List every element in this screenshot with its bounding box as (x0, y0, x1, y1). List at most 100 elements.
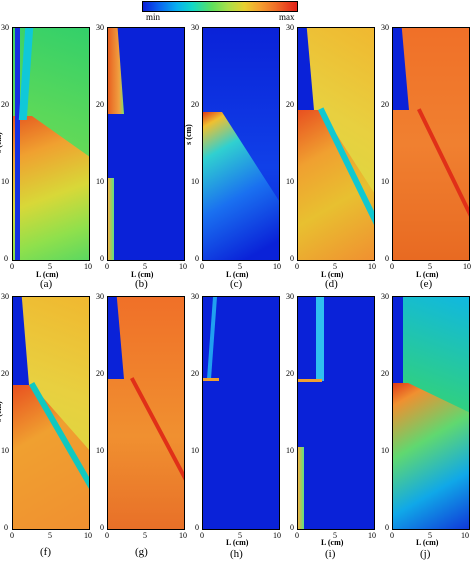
xtick-g-0: 0 (105, 531, 109, 540)
ytick-f-10: 10 (1, 446, 9, 455)
ytick-g-0: 0 (100, 523, 104, 532)
caption-g: (g) (135, 546, 148, 558)
xtick-j-0: 0 (390, 531, 394, 540)
xlabel-c: L (cm) (226, 270, 249, 279)
ytick-i-10: 10 (286, 446, 294, 455)
panel-j (392, 296, 470, 530)
xtick-i-5: 5 (333, 531, 337, 540)
ytick-i-30: 30 (286, 292, 294, 301)
xtick-b-0: 0 (105, 262, 109, 271)
ytick-a-0: 0 (4, 254, 8, 263)
xtick-f-0: 0 (10, 531, 14, 540)
ytick-h-30: 30 (191, 292, 199, 301)
ytick-a-10: 10 (1, 177, 9, 186)
panel-c (202, 27, 280, 261)
caption-c: (c) (230, 278, 243, 290)
panel-d (297, 27, 375, 261)
ytick-c-10: 10 (191, 177, 199, 186)
xlabel-j: L (cm) (416, 538, 439, 547)
ytick-c-0: 0 (195, 254, 199, 263)
xtick-a-0: 0 (10, 262, 14, 271)
xlabel-i: L (cm) (321, 538, 344, 547)
ytick-e-0: 0 (385, 254, 389, 263)
colorbar-min-label: min (146, 12, 161, 22)
panel-a (12, 27, 90, 261)
panel-i (297, 296, 375, 530)
panel-b (107, 27, 185, 261)
colorbar-max-label: max (279, 12, 295, 22)
ytick-j-20: 20 (381, 369, 389, 378)
xtick-j-5: 5 (428, 531, 432, 540)
caption-b: (b) (135, 278, 148, 290)
xtick-d-5: 5 (333, 262, 337, 271)
ytick-h-0: 0 (195, 523, 199, 532)
ytick-d-30: 30 (286, 23, 294, 32)
ylabel-row1: s (cm) (0, 132, 3, 153)
ytick-h-20: 20 (191, 369, 199, 378)
xtick-d-10: 10 (368, 262, 376, 271)
caption-d: (d) (325, 278, 338, 290)
ytick-d-10: 10 (286, 177, 294, 186)
ytick-d-0: 0 (290, 254, 294, 263)
xtick-c-10: 10 (273, 262, 281, 271)
xtick-b-5: 5 (143, 262, 147, 271)
xtick-h-10: 10 (273, 531, 281, 540)
ylabel-row2: s (cm) (0, 401, 3, 422)
ytick-g-20: 20 (96, 369, 104, 378)
ytick-j-30: 30 (381, 292, 389, 301)
ylabel-c: s (cm) (183, 124, 193, 145)
xtick-h-0: 0 (200, 531, 204, 540)
caption-a: (a) (40, 278, 53, 290)
caption-h: (h) (230, 548, 243, 560)
ytick-e-10: 10 (381, 177, 389, 186)
xlabel-e: L (cm) (416, 270, 439, 279)
xtick-e-5: 5 (428, 262, 432, 271)
panel-h (202, 296, 280, 530)
ytick-c-20: 20 (191, 100, 199, 109)
ytick-j-0: 0 (385, 523, 389, 532)
ytick-g-30: 30 (96, 292, 104, 301)
ytick-i-20: 20 (286, 369, 294, 378)
xtick-c-0: 0 (200, 262, 204, 271)
ytick-c-30: 30 (191, 23, 199, 32)
xtick-e-10: 10 (463, 262, 471, 271)
xtick-f-5: 5 (48, 531, 52, 540)
ytick-a-30: 30 (1, 23, 9, 32)
ytick-b-20: 20 (96, 100, 104, 109)
xtick-g-10: 10 (179, 531, 187, 540)
xtick-i-10: 10 (368, 531, 376, 540)
xlabel-d: L (cm) (321, 270, 344, 279)
ytick-h-10: 10 (191, 446, 199, 455)
panel-f (12, 296, 90, 530)
ytick-f-20: 20 (1, 369, 9, 378)
caption-e: (e) (420, 278, 433, 290)
xtick-j-10: 10 (461, 531, 469, 540)
caption-j: (j) (420, 548, 431, 560)
ytick-a-20: 20 (1, 100, 9, 109)
xtick-a-10: 10 (84, 262, 92, 271)
ytick-i-0: 0 (290, 523, 294, 532)
xtick-g-5: 5 (143, 531, 147, 540)
xtick-d-0: 0 (295, 262, 299, 271)
xtick-c-5: 5 (238, 262, 242, 271)
ytick-f-0: 0 (4, 523, 8, 532)
ytick-b-0: 0 (100, 254, 104, 263)
ytick-d-20: 20 (286, 100, 294, 109)
xtick-e-0: 0 (390, 262, 394, 271)
xtick-a-5: 5 (48, 262, 52, 271)
panel-e (392, 27, 470, 261)
xtick-b-10: 10 (179, 262, 187, 271)
ytick-e-30: 30 (381, 23, 389, 32)
ytick-b-10: 10 (96, 177, 104, 186)
ytick-e-20: 20 (381, 100, 389, 109)
xtick-f-10: 10 (84, 531, 92, 540)
xtick-i-0: 0 (295, 531, 299, 540)
caption-i: (i) (325, 548, 336, 560)
colorbar (142, 1, 298, 12)
caption-f: (f) (40, 546, 51, 558)
ytick-j-10: 10 (381, 446, 389, 455)
xlabel-h: L (cm) (226, 538, 249, 547)
ytick-f-30: 30 (1, 292, 9, 301)
xlabel-b: L (cm) (131, 270, 154, 279)
